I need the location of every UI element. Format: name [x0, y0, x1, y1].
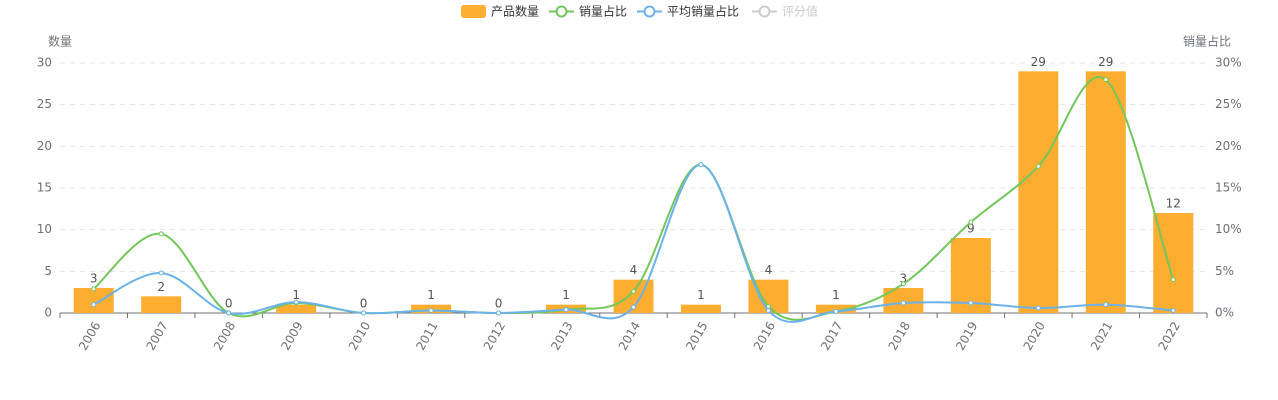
- line-point: [91, 302, 97, 308]
- x-tick-label: 2015: [683, 319, 710, 352]
- line-point: [1035, 305, 1041, 311]
- bar-value-label: 4: [630, 263, 638, 277]
- bar-value-label: 0: [360, 297, 368, 311]
- bar: [680, 304, 721, 313]
- y-tick-label: 5: [44, 264, 52, 278]
- y-tick-label: 25: [37, 97, 52, 111]
- bar: [276, 304, 317, 313]
- y2-tick-label: 5%: [1215, 264, 1234, 278]
- x-tick-label: 2014: [616, 319, 643, 352]
- y-tick-label: 15: [37, 181, 52, 195]
- line-point: [631, 304, 636, 310]
- x-tick-label: 2018: [886, 319, 913, 352]
- bar-value-label: 1: [697, 288, 705, 302]
- y2-tick-label: 25%: [1215, 97, 1242, 111]
- y-tick-label: 10: [37, 222, 52, 236]
- bar-value-label: 2: [157, 280, 165, 294]
- x-tick-label: 2017: [818, 319, 845, 352]
- line-point: [900, 281, 906, 287]
- x-tick-label: 2022: [1155, 319, 1182, 352]
- bar-value-label: 9: [967, 222, 975, 236]
- x-tick-label: 2012: [481, 319, 508, 352]
- bar: [73, 288, 114, 313]
- line-point: [563, 307, 569, 313]
- line-point: [1170, 308, 1176, 313]
- bar: [1018, 71, 1059, 313]
- bar-value-label: 0: [495, 297, 503, 311]
- line: [93, 76, 1175, 321]
- bar-value-label: 29: [1031, 55, 1046, 69]
- x-tick-label: 2006: [76, 319, 103, 352]
- legend-label[interactable]: 平均销量占比: [667, 4, 739, 19]
- legend-swatch: [758, 5, 771, 18]
- x-tick-label: 2016: [751, 319, 778, 352]
- legend-swatch: [643, 5, 656, 18]
- x-tick-label: 2010: [346, 319, 373, 352]
- line-point: [1035, 163, 1041, 169]
- bar-value-label: 1: [832, 288, 840, 302]
- bar-value-label: 0: [225, 297, 233, 311]
- line-point: [91, 286, 97, 292]
- line-point: [698, 162, 704, 168]
- y-tick-label: 0: [44, 306, 52, 320]
- bar-value-label: 1: [427, 288, 435, 302]
- line-point: [158, 231, 164, 237]
- line-point: [1103, 77, 1109, 83]
- bar-value-label: 29: [1098, 55, 1113, 69]
- y-axis-label: 数量: [48, 34, 72, 49]
- line-point: [900, 300, 906, 306]
- x-tick-label: 2019: [953, 319, 980, 352]
- y-tick-label: 20: [37, 139, 52, 153]
- line-point: [361, 310, 367, 316]
- line-point: [293, 299, 299, 305]
- legend-swatch: [461, 5, 486, 18]
- x-tick-label: 2011: [413, 319, 440, 352]
- line-point: [833, 308, 839, 314]
- line-point: [158, 270, 164, 276]
- y2-tick-label: 10%: [1215, 222, 1242, 236]
- y2-tick-label: 0%: [1215, 306, 1234, 320]
- line-point: [765, 308, 771, 313]
- line-point: [631, 288, 636, 294]
- legend-label[interactable]: 产品数量: [491, 4, 539, 19]
- x-tick-label: 2020: [1021, 319, 1048, 352]
- line-point: [428, 308, 434, 313]
- line-point: [968, 219, 974, 225]
- line-point: [226, 310, 232, 316]
- legend-label[interactable]: 销量占比: [579, 4, 627, 19]
- y2-tick-label: 20%: [1215, 139, 1242, 153]
- x-tick-label: 2007: [143, 319, 170, 352]
- line-point: [1170, 277, 1176, 283]
- line-point: [968, 300, 974, 306]
- bar-value-label: 3: [90, 272, 98, 286]
- legend-swatch: [555, 5, 568, 18]
- y-tick-label: 30: [37, 56, 52, 70]
- bar-value-label: 1: [562, 288, 570, 302]
- y2-axis-label: 销量占比: [1183, 34, 1231, 49]
- bar: [1085, 71, 1126, 313]
- bar-value-label: 3: [900, 272, 908, 286]
- x-tick-label: 2013: [548, 319, 575, 352]
- x-tick-label: 2008: [211, 319, 238, 352]
- line-point: [496, 310, 502, 316]
- y2-tick-label: 15%: [1215, 181, 1242, 195]
- bar: [141, 296, 182, 313]
- x-tick-label: 2009: [278, 319, 305, 352]
- y2-tick-label: 30%: [1215, 56, 1242, 70]
- line-point: [1103, 302, 1109, 308]
- bar-value-label: 1: [292, 288, 300, 302]
- line: [93, 163, 1174, 323]
- bar: [815, 304, 856, 313]
- x-tick-label: 2021: [1088, 319, 1115, 352]
- bar-value-label: 12: [1166, 197, 1181, 211]
- bar-value-label: 4: [765, 263, 773, 277]
- legend-label[interactable]: 评分值: [782, 4, 818, 19]
